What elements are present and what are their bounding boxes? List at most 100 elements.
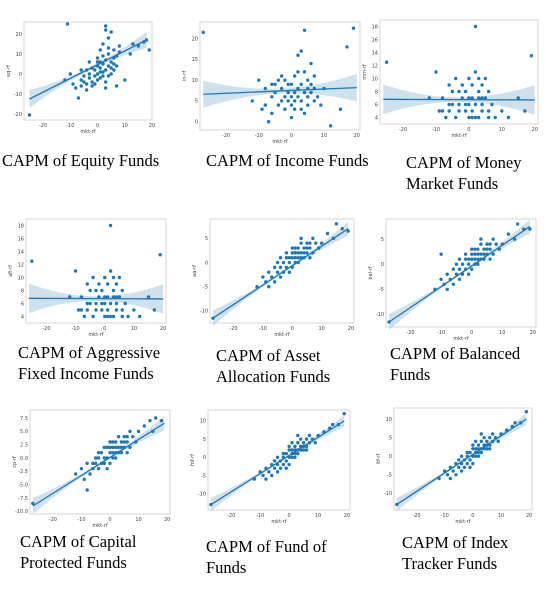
x-axis-label: mkt-rf [453,336,469,342]
data-point [476,257,480,261]
x-tick-label: 0 [291,326,294,332]
x-tick-label: -10 [432,127,440,133]
y-tick-label: 10 [16,52,22,58]
data-point [116,445,121,450]
data-point [473,447,478,451]
x-axis-label: mkt-rf [80,129,96,135]
data-point [270,275,274,279]
data-point [117,275,122,280]
data-point [101,70,105,74]
y-tick-label: -5 [387,473,392,479]
y-tick-label: 5 [205,236,208,242]
caption-line: CAPM of Fund of [206,537,327,556]
data-point [293,246,297,250]
data-point [296,451,300,456]
y-tick-label: -10.0 [15,509,28,515]
data-point [123,78,127,82]
data-point [457,102,461,107]
y-axis-label: fof-rf [190,454,196,466]
data-point [93,68,97,72]
data-point [131,42,135,46]
data-point [299,107,303,111]
data-point [117,295,122,299]
data-point [95,78,100,82]
chart-panel-capital: -20 -10 0 10 20 -10.0 -7.5 -5.0 -2.5 0.0 2.5 5.0 7.5… [0,402,182,592]
scatter-plot-income: -20 -10 0 10 20 0 5 10 15 20 mkt-rf in-rf [182,21,361,145]
data-point [97,295,101,299]
data-point [309,90,313,95]
scatter-plot-capital: -20 -10 0 10 20 -10.0 -7.5 -5.0 -2.5 0.0 2.5 5.0 7.5… [12,409,171,529]
x-tick-label: -10 [71,326,79,332]
y-tick-label: 5 [381,237,384,243]
data-point [486,89,491,94]
data-point [302,111,307,116]
data-point [480,96,484,100]
data-point [104,80,108,84]
data-point [462,465,467,470]
data-point [292,107,297,111]
data-point [128,445,132,450]
x-tick-label: -20 [39,123,47,129]
data-point [524,410,529,414]
data-point [309,61,313,66]
y-tick-label: 10 [18,275,24,281]
y-tick-label: 4 [375,115,378,121]
data-point [342,411,346,416]
data-point [463,252,468,256]
data-point [250,99,254,103]
data-point [293,255,297,260]
x-tick-label: 10 [498,513,504,519]
y-tick-label: 14 [372,50,378,56]
data-point [112,68,116,72]
chart-panel-money: -20 -10 0 10 20 4 6 8 10 12 14 16 18 mkt-rf mm-rf CAPM… [362,0,546,195]
data-point [275,270,280,274]
x-tick-label: -20 [399,127,407,133]
data-point [450,102,455,107]
data-point [293,251,297,255]
y-tick-label: 20 [16,32,22,38]
data-point [447,109,451,113]
data-point [302,70,307,74]
data-point [292,99,297,103]
data-point [308,246,312,250]
data-point [451,469,455,473]
data-point [270,111,274,116]
data-point [106,74,111,78]
x-tick-label: 0 [96,123,99,129]
data-point [85,301,89,306]
data-point [111,295,116,299]
data-point [267,470,271,474]
plot-frame [209,218,355,324]
data-point [104,24,108,28]
caption-line: CAPM of Aggressive [18,343,161,362]
data-point [108,223,113,228]
data-point [468,458,472,462]
data-point [101,74,105,78]
plot-frame [385,218,537,328]
chart-panel-asset: -20 -10 0 10 20 -10 -5 0 5 mkt-rf aa-rf CAPM of As… [182,205,364,395]
data-point [451,267,456,271]
data-point [91,275,95,280]
data-point [125,440,129,444]
chart-panel-income: -20 -10 0 10 20 0 5 10 15 20 mkt-rf in-rf CAPM of I… [182,0,369,195]
regression-line [203,86,357,95]
y-tick-label: -20 [14,112,22,118]
y-tick-label: 5 [195,99,198,105]
data-point [114,282,119,286]
y-tick-label: 10 [386,417,392,423]
data-point [105,314,110,319]
data-point [108,450,112,455]
x-tick-label: -10 [441,513,449,519]
data-point [473,439,478,444]
data-point [284,255,289,260]
data-point [299,437,303,441]
y-tick-label: 12 [18,262,24,268]
data-point [281,260,286,265]
data-point [488,247,492,251]
data-point [109,72,113,76]
data-point [496,439,500,444]
data-point [30,259,34,263]
x-tick-label: 10 [318,326,324,332]
data-point [82,74,86,78]
data-point [289,82,294,87]
